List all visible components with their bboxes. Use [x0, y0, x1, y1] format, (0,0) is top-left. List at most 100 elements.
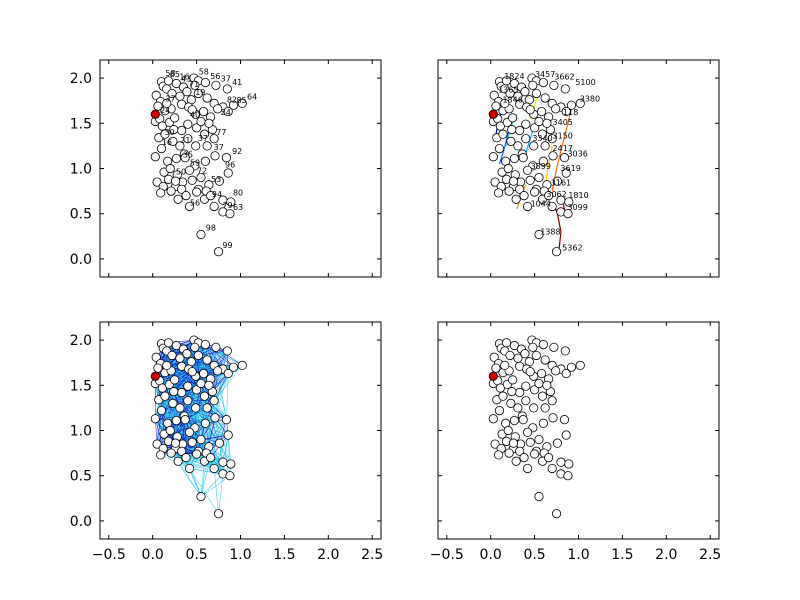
network-edge [222, 434, 229, 474]
data-point [213, 366, 223, 376]
data-point [521, 119, 531, 129]
data-point [209, 134, 219, 144]
data-point [519, 191, 529, 201]
data-point [211, 342, 221, 352]
data-point [575, 98, 585, 109]
data-point [209, 201, 219, 212]
point-label: 71 [189, 80, 199, 89]
x-tick-label: 2.0 [655, 547, 677, 563]
network-edge [181, 419, 227, 452]
point-label: 3099 [567, 203, 587, 212]
point-label: 58 [165, 69, 175, 78]
data-point [180, 415, 190, 425]
data-point [182, 349, 192, 359]
data-point [169, 387, 179, 397]
data-point [200, 418, 210, 428]
point-label: 5100 [575, 78, 595, 87]
y-tick-label: 2.0 [70, 71, 92, 87]
data-point [183, 396, 193, 406]
data-point [566, 362, 577, 372]
x-tick-label: 2.0 [317, 547, 339, 563]
point-label: 77 [216, 128, 226, 137]
point-label: 16 [162, 138, 172, 147]
data-point [199, 129, 210, 139]
data-point [521, 381, 531, 391]
data-point [237, 98, 247, 109]
point-label: 3150 [553, 131, 573, 140]
data-point [228, 100, 239, 110]
data-point [501, 338, 512, 348]
point-label: 94 [212, 190, 222, 199]
data-point [182, 87, 192, 97]
data-point [538, 156, 548, 166]
network-edge [177, 461, 202, 497]
network-edge [200, 461, 205, 497]
data-point [507, 125, 517, 135]
network-edge [184, 419, 207, 454]
highlight-point [488, 371, 498, 381]
data-point [549, 342, 559, 352]
data-point [504, 448, 514, 458]
data-point [175, 403, 185, 413]
network-edge [200, 439, 224, 463]
data-point [561, 168, 571, 178]
point-label: 37 [214, 143, 224, 152]
network-edge [161, 400, 215, 411]
data-point [181, 191, 191, 201]
x-tick-label: 1.0 [229, 547, 251, 563]
point-label: 56 [210, 72, 220, 81]
point-label: 3062 [546, 190, 566, 199]
data-point [153, 363, 163, 373]
data-point [506, 398, 516, 408]
data-point [165, 163, 175, 174]
data-point [193, 350, 203, 361]
data-point [175, 141, 185, 151]
data-point [508, 375, 518, 385]
data-point [522, 427, 533, 437]
data-point [160, 129, 170, 139]
data-point [540, 93, 550, 103]
y-tick-label: 1.0 [70, 424, 92, 440]
panel-top-right: 1824 345736625100136533801846118340531503… [437, 59, 720, 278]
data-point [226, 459, 236, 469]
point-label: 37 [221, 75, 231, 84]
network-edge [198, 350, 228, 356]
point-label: 59 [190, 159, 200, 168]
data-point [561, 106, 571, 117]
data-point [560, 346, 570, 356]
data-point [552, 438, 563, 448]
data-point [183, 381, 193, 391]
data-point [560, 84, 570, 94]
data-point [187, 437, 197, 447]
data-point [491, 363, 501, 373]
data-point [518, 153, 528, 163]
data-point [540, 355, 550, 365]
data-point [225, 209, 235, 219]
point-label: 5362 [562, 244, 582, 253]
data-point [525, 175, 535, 185]
network-edge [226, 373, 229, 420]
data-point [209, 396, 219, 406]
data-point [162, 360, 172, 370]
data-point [525, 437, 535, 447]
data-point [150, 414, 160, 424]
data-point [528, 80, 538, 90]
point-label: 53 [211, 175, 221, 184]
data-point [548, 151, 558, 161]
data-point [177, 184, 187, 194]
point-label: 99 [222, 241, 232, 250]
data-point [559, 153, 570, 163]
data-point [547, 134, 557, 144]
point-label: 64 [247, 93, 257, 102]
data-point [204, 118, 214, 128]
data-point [213, 509, 224, 519]
data-point [547, 396, 557, 406]
network-edge [169, 400, 189, 431]
data-point [509, 153, 519, 164]
data-point [196, 434, 206, 445]
data-point [171, 153, 181, 164]
network-edge [194, 347, 228, 352]
data-point [491, 101, 501, 111]
data-point [561, 430, 571, 440]
